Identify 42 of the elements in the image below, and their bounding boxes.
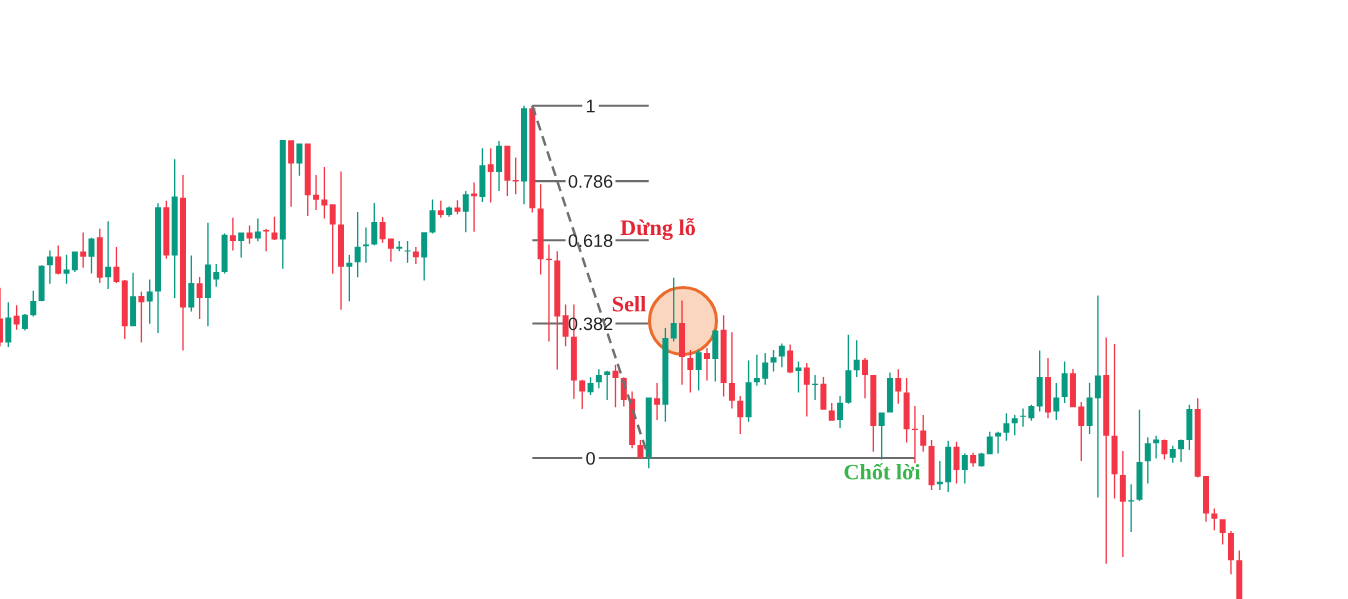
candlestick [1119, 451, 1126, 558]
candlestick [936, 460, 943, 491]
candlestick [728, 332, 735, 409]
candlestick [1045, 357, 1051, 419]
candlestick [229, 217, 236, 251]
candlestick [778, 343, 785, 368]
candlestick [496, 140, 503, 191]
candlestick [338, 171, 345, 310]
annotation: Chốt lời [844, 463, 921, 480]
candlestick [313, 175, 320, 210]
candlestick [812, 374, 819, 400]
candlestick [412, 247, 419, 264]
candlestick [1020, 408, 1027, 427]
candlestick [46, 250, 53, 284]
candlestick [862, 357, 868, 399]
annotation: Sell [612, 295, 646, 312]
candlestick [995, 431, 1002, 454]
y-tick-label: 0.618 [568, 234, 613, 248]
candlestick [595, 369, 602, 389]
candlestick [1094, 295, 1101, 498]
candlestick [911, 405, 918, 464]
candlestick [545, 244, 552, 342]
candlestick [1178, 439, 1185, 462]
candlestick [105, 221, 112, 289]
candlestick [204, 222, 211, 327]
candlestick [679, 300, 686, 385]
candlestick [362, 227, 369, 263]
candlestick [387, 238, 394, 262]
candlestick [1153, 435, 1160, 459]
candlestick [288, 140, 295, 207]
candlestick [837, 396, 844, 429]
candlestick [263, 228, 270, 252]
y-tick-label: 1 [586, 99, 595, 113]
candlestick [130, 272, 137, 327]
y-tick-label: 0.786 [568, 175, 613, 188]
candlestick [254, 218, 261, 242]
candlestick [654, 383, 661, 420]
candlestick [753, 354, 760, 386]
annotation: Dừng lỗ [620, 218, 695, 240]
candlestick [703, 348, 710, 381]
candlestick [471, 182, 478, 232]
y-tick-label: 0 [586, 451, 595, 465]
